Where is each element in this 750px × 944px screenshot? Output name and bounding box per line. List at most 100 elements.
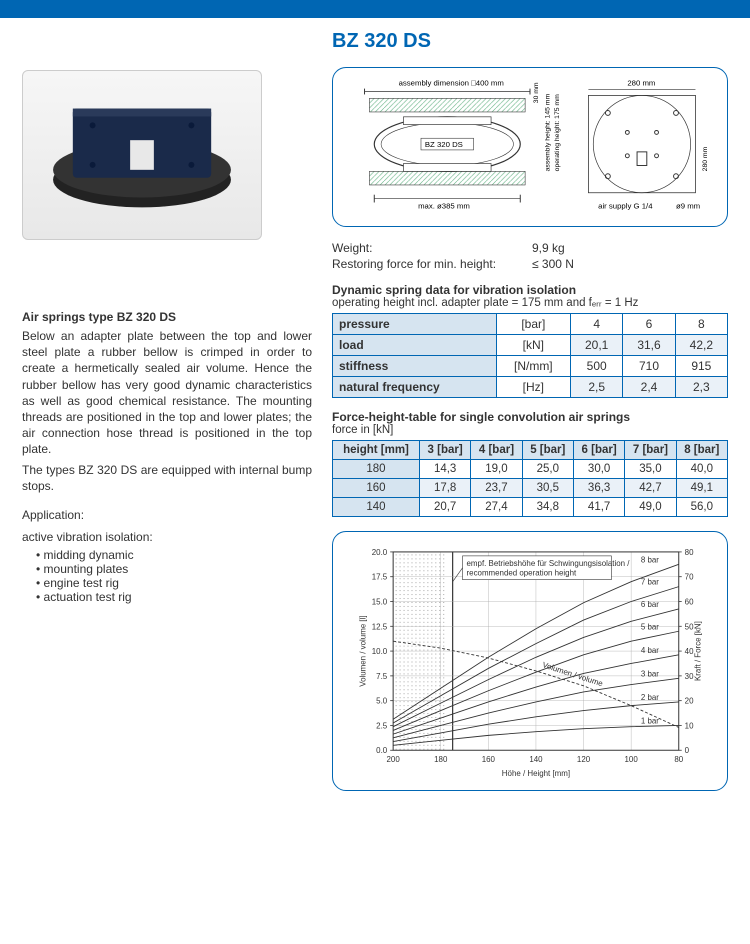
table-rowhead: pressure	[333, 314, 497, 335]
svg-text:180: 180	[434, 755, 448, 764]
table-cell: 30,0	[573, 460, 624, 479]
diagram-label: max. ø385 mm	[418, 201, 470, 210]
svg-text:17.5: 17.5	[372, 573, 388, 582]
table-cell: 500	[571, 356, 623, 377]
svg-text:2.5: 2.5	[376, 721, 388, 730]
dyn-table-subtitle: operating height incl. adapter plate = 1…	[332, 297, 728, 309]
svg-text:15.0: 15.0	[372, 597, 388, 606]
table-cell: 35,0	[625, 460, 676, 479]
table-cell: 4	[571, 314, 623, 335]
svg-text:60: 60	[685, 597, 694, 606]
table-rowhead: 180	[333, 460, 420, 479]
svg-text:Höhe / Height [mm]: Höhe / Height [mm]	[502, 769, 570, 778]
diagram-label: 280 mm	[702, 146, 709, 171]
table-header: 8 [bar]	[676, 441, 727, 460]
table-cell: 8	[675, 314, 727, 335]
svg-text:20: 20	[685, 697, 694, 706]
table-cell: 34,8	[522, 498, 573, 517]
diagram-label: ø9 mm	[676, 201, 700, 210]
table-header: 4 [bar]	[471, 441, 522, 460]
table-cell: 27,4	[471, 498, 522, 517]
spec-value: 9,9 kg	[532, 241, 565, 255]
diagram-label: operating height: 175 mm	[554, 94, 561, 171]
svg-text:20.0: 20.0	[372, 548, 388, 557]
table-unit: [bar]	[496, 314, 570, 335]
svg-text:0.0: 0.0	[376, 746, 388, 755]
svg-text:7 bar: 7 bar	[641, 578, 659, 587]
application-sub: active vibration isolation:	[22, 530, 312, 544]
table-rowhead: 140	[333, 498, 420, 517]
svg-text:3 bar: 3 bar	[641, 669, 659, 678]
svg-text:2 bar: 2 bar	[641, 693, 659, 702]
table-cell: 42,2	[675, 335, 727, 356]
table-cell: 710	[623, 356, 675, 377]
spec-weight: Weight: 9,9 kg	[332, 241, 728, 255]
table-cell: 49,1	[676, 479, 727, 498]
svg-text:recommended operation height: recommended operation height	[467, 569, 577, 578]
svg-text:Volumen / volume: Volumen / volume	[541, 660, 604, 688]
spec-label: Restoring force for min. height:	[332, 257, 532, 271]
table-cell: 14,3	[419, 460, 470, 479]
page-content: Air springs type BZ 320 DS Below an adap…	[0, 18, 750, 815]
force-table-title: Force-height-table for single convolutio…	[332, 410, 728, 424]
table-cell: 20,1	[571, 335, 623, 356]
table-cell: 2,3	[675, 377, 727, 398]
technical-drawing: assembly dimension □400 mm BZ 3	[332, 67, 728, 227]
table-cell: 41,7	[573, 498, 624, 517]
table-cell: 30,5	[522, 479, 573, 498]
svg-text:4 bar: 4 bar	[641, 646, 659, 655]
table-cell: 20,7	[419, 498, 470, 517]
table-unit: [Hz]	[496, 377, 570, 398]
table-header: 7 [bar]	[625, 441, 676, 460]
force-height-table: height [mm]3 [bar]4 [bar]5 [bar]6 [bar]7…	[332, 440, 728, 517]
right-column: BZ 320 DS assembly dimension □400 mm	[332, 30, 728, 805]
table-rowhead: stiffness	[333, 356, 497, 377]
table-rowhead: 160	[333, 479, 420, 498]
table-cell: 2,5	[571, 377, 623, 398]
table-header: 3 [bar]	[419, 441, 470, 460]
svg-text:1 bar: 1 bar	[641, 716, 659, 725]
svg-text:30 mm: 30 mm	[533, 82, 540, 103]
table-cell: 2,4	[623, 377, 675, 398]
table-header: 6 [bar]	[573, 441, 624, 460]
table-unit: [N/mm]	[496, 356, 570, 377]
svg-text:120: 120	[577, 755, 591, 764]
diagram-label: BZ 320 DS	[425, 140, 463, 149]
spec-value: ≤ 300 N	[532, 257, 574, 271]
svg-text:10: 10	[685, 721, 694, 730]
svg-text:7.5: 7.5	[376, 672, 388, 681]
dynamic-spring-table: pressure[bar]468load[kN]20,131,642,2stif…	[332, 313, 728, 398]
svg-text:70: 70	[685, 573, 694, 582]
svg-text:10.0: 10.0	[372, 647, 388, 656]
desc-paragraph-1: Below an adapter plate between the top a…	[22, 328, 312, 458]
table-rowhead: natural frequency	[333, 377, 497, 398]
left-column: Air springs type BZ 320 DS Below an adap…	[22, 30, 312, 805]
list-item: engine test rig	[36, 576, 312, 590]
diagram-label: assembly dimension □400 mm	[399, 79, 504, 88]
svg-text:0: 0	[685, 746, 690, 755]
svg-text:80: 80	[685, 548, 694, 557]
table-cell: 25,0	[522, 460, 573, 479]
table-cell: 23,7	[471, 479, 522, 498]
list-item: mounting plates	[36, 562, 312, 576]
svg-text:12.5: 12.5	[372, 622, 388, 631]
diagram-label: air supply G 1/4	[598, 201, 653, 210]
table-unit: [kN]	[496, 335, 570, 356]
table-cell: 915	[675, 356, 727, 377]
top-bar	[0, 0, 750, 18]
table-cell: 6	[623, 314, 675, 335]
svg-text:80: 80	[674, 755, 683, 764]
svg-text:100: 100	[625, 755, 639, 764]
product-image	[22, 70, 262, 240]
table-cell: 40,0	[676, 460, 727, 479]
svg-text:200: 200	[387, 755, 401, 764]
desc-paragraph-2: The types BZ 320 DS are equipped with in…	[22, 462, 312, 494]
table-cell: 42,7	[625, 479, 676, 498]
desc-heading: Air springs type BZ 320 DS	[22, 310, 312, 324]
svg-text:5.0: 5.0	[376, 697, 388, 706]
svg-text:empf. Betriebshöhe für Schwing: empf. Betriebshöhe für Schwingungsisolat…	[467, 559, 631, 568]
diagram-label: assembly height: 145 mm	[544, 94, 551, 172]
svg-text:Kraft / Force [kN]: Kraft / Force [kN]	[694, 621, 703, 681]
svg-text:160: 160	[482, 755, 496, 764]
table-cell: 49,0	[625, 498, 676, 517]
